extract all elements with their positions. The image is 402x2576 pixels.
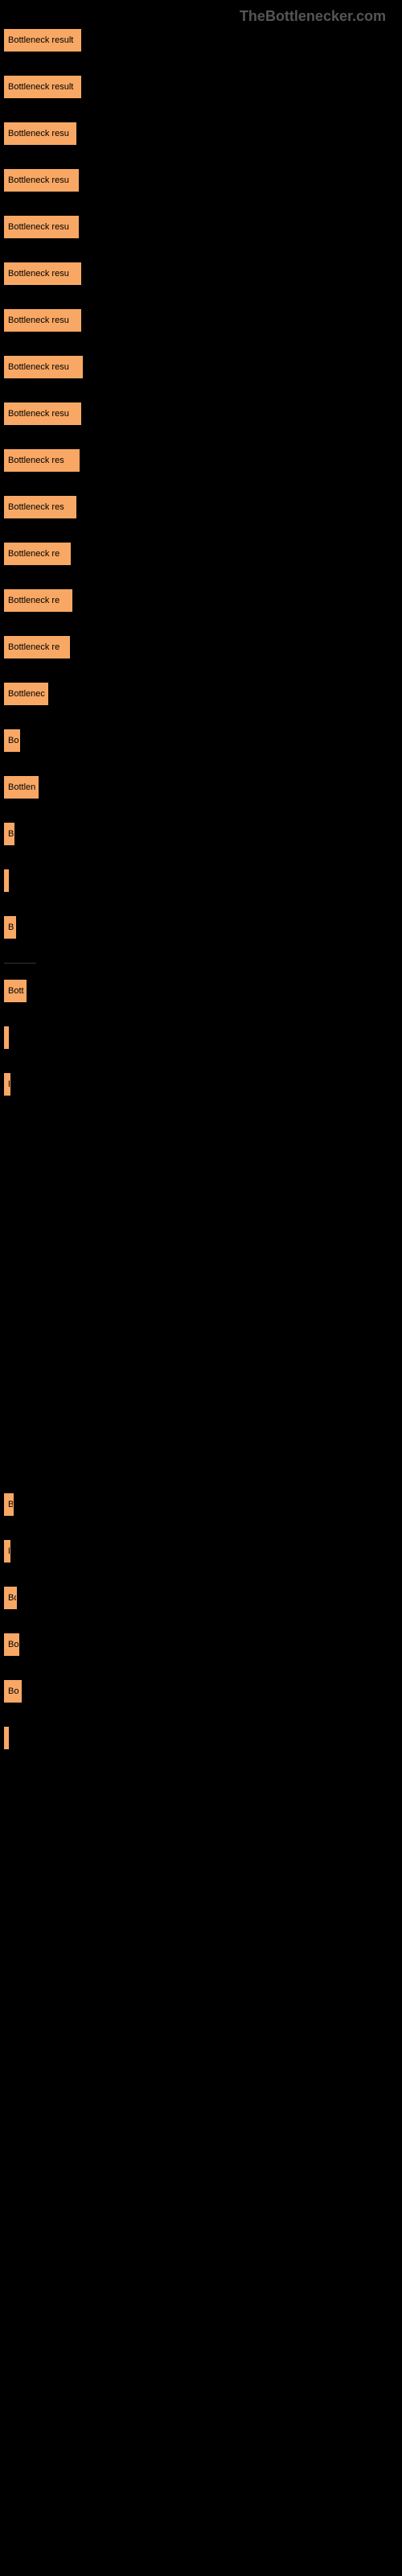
bar-label: B [8, 923, 14, 932]
bar-label: Bottleneck resu [8, 129, 69, 138]
chart-gap [4, 1353, 398, 1400]
bar-label: Bo [8, 1640, 18, 1649]
site-title: TheBottlenecker.com [240, 8, 386, 24]
chart-bar: B [4, 1540, 10, 1563]
chart-bar [4, 1727, 9, 1749]
bar-row: B [4, 916, 398, 939]
bar-row: Bo [4, 1680, 398, 1703]
bar-row [4, 1727, 398, 1749]
bar-row: Bottleneck result [4, 29, 398, 52]
chart-gap [4, 1120, 398, 1166]
bar-label: Bottleneck res [8, 502, 64, 512]
bar-label: Bo [8, 1593, 17, 1603]
bar-row: Bottleneck resu [4, 262, 398, 285]
chart-gap [4, 1447, 398, 1493]
bar-label: B [8, 829, 14, 839]
bar-row [4, 1026, 398, 1049]
chart-bar: Bo [4, 1633, 19, 1656]
chart-bar: Bottleneck resu [4, 309, 81, 332]
bar-row: Bo [4, 1587, 398, 1609]
bar-label: Bottleneck result [8, 82, 73, 92]
chart-bar: Bottleneck resu [4, 169, 79, 192]
bar-label: Bottleneck resu [8, 362, 69, 372]
bar-label: Bott [8, 986, 24, 996]
chart-bar: Bottleneck resu [4, 122, 76, 145]
bar-label: Bo [8, 1686, 18, 1696]
chart-bar: Bottleneck result [4, 76, 81, 98]
bar-row: B [4, 1073, 398, 1096]
bar-label: B [8, 1546, 10, 1556]
bar-row: Bottleneck re [4, 589, 398, 612]
bottleneck-chart: Bottleneck result Bottleneck result Bottle… [0, 29, 402, 1749]
bar-row: Bo [4, 729, 398, 752]
chart-bar: B [4, 1493, 14, 1516]
chart-bar: Bottlenec [4, 683, 48, 705]
bar-row: Bottleneck result [4, 76, 398, 98]
bar-label: Bottleneck re [8, 596, 59, 605]
chart-bar: Bottleneck resu [4, 216, 79, 238]
chart-bar: Bo [4, 1587, 17, 1609]
chart-gap [4, 1400, 398, 1447]
bar-row: Bottleneck resu [4, 356, 398, 378]
bar-label: Bottleneck resu [8, 175, 69, 185]
chart-separator [4, 963, 36, 964]
chart-gap [4, 1307, 398, 1353]
bar-label: Bottleneck resu [8, 269, 69, 279]
chart-bar: Bottleneck resu [4, 356, 83, 378]
bar-row: B [4, 1493, 398, 1516]
chart-bar: Bottleneck result [4, 29, 81, 52]
bar-label: Bottleneck re [8, 642, 59, 652]
bar-row: Bottleneck resu [4, 169, 398, 192]
chart-bar: Bottleneck res [4, 496, 76, 518]
chart-bar: B [4, 1073, 10, 1096]
bar-label: Bottleneck res [8, 456, 64, 465]
chart-bar [4, 869, 9, 892]
bar-row: Bottleneck resu [4, 122, 398, 145]
bar-row: Bott [4, 980, 398, 1002]
bar-row: Bottleneck resu [4, 309, 398, 332]
bar-row: B [4, 823, 398, 845]
bar-row: Bottleneck resu [4, 402, 398, 425]
chart-bar: B [4, 916, 16, 939]
chart-gap [4, 1213, 398, 1260]
chart-bar: Bott [4, 980, 27, 1002]
bar-label: Bo [8, 736, 18, 745]
chart-bar: B [4, 823, 14, 845]
bar-row: Bottleneck res [4, 496, 398, 518]
chart-bar: Bottleneck res [4, 449, 80, 472]
bar-label: Bottleneck result [8, 35, 73, 45]
chart-bar: Bo [4, 729, 20, 752]
bar-row: Bottleneck resu [4, 216, 398, 238]
bar-label: B [8, 1080, 10, 1089]
bar-row: Bo [4, 1633, 398, 1656]
bar-label: Bottlen [8, 782, 35, 792]
chart-bar: Bottleneck re [4, 543, 71, 565]
chart-bar: Bottleneck re [4, 636, 70, 658]
bar-label: Bottleneck resu [8, 316, 69, 325]
bar-row: B [4, 1540, 398, 1563]
bar-label: Bottleneck resu [8, 222, 69, 232]
bar-row: Bottleneck res [4, 449, 398, 472]
chart-bar: Bottleneck resu [4, 262, 81, 285]
chart-bar: Bo [4, 1680, 22, 1703]
chart-gap [4, 1260, 398, 1307]
chart-gap [4, 1166, 398, 1213]
bar-row: Bottleneck re [4, 636, 398, 658]
bar-row: Bottleneck re [4, 543, 398, 565]
bar-row: Bottlen [4, 776, 398, 799]
bar-label: Bottlenec [8, 689, 45, 699]
bar-label: B [8, 1500, 14, 1509]
site-header: TheBottlenecker.com [0, 0, 402, 29]
bar-label: Bottleneck re [8, 549, 59, 559]
chart-bar: Bottleneck resu [4, 402, 81, 425]
chart-bar: Bottlen [4, 776, 39, 799]
chart-bar [4, 1026, 9, 1049]
chart-bar: Bottleneck re [4, 589, 72, 612]
bar-row: Bottlenec [4, 683, 398, 705]
bar-label: Bottleneck resu [8, 409, 69, 419]
bar-row [4, 869, 398, 892]
